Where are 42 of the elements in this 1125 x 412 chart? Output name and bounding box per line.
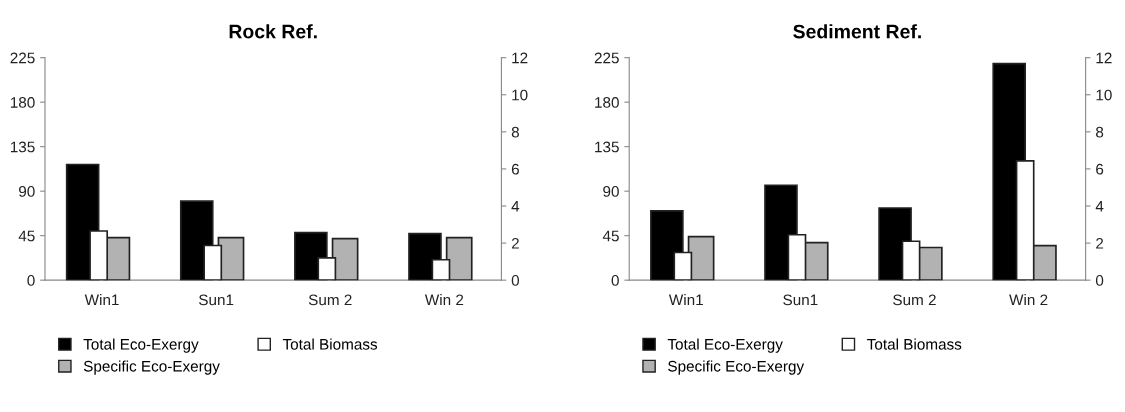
legend-label: Specific Eco-Exergy (668, 360, 805, 375)
y2-tick-label: 2 (1096, 237, 1104, 249)
y-tick-label: 45 (602, 230, 619, 242)
y-tick-label: 135 (595, 141, 619, 153)
y-tick-label: 225 (594, 52, 619, 64)
x-tick-label: Sum 2 (308, 294, 352, 306)
legend-label: Specific Eco-Exergy (83, 360, 220, 375)
y-tick-label: 0 (27, 275, 35, 286)
legend-label: Total Eco-Exergy (667, 338, 783, 353)
y-tick-label: 180 (10, 97, 35, 108)
y-tick-label: 0 (611, 275, 619, 286)
legend-label: Total Eco-Exergy (83, 338, 199, 353)
x-tick-label: Win1 (668, 294, 703, 306)
y-tick-label: 90 (19, 186, 35, 197)
y2-tick-label: 8 (511, 126, 519, 138)
y2-tick-label: 6 (1096, 163, 1104, 175)
y-tick-label: 135 (10, 141, 35, 153)
legend-label: Total Biomass (282, 338, 378, 350)
y2-tick-label: 10 (1096, 89, 1112, 101)
y-tick-label: 225 (10, 52, 35, 64)
x-tick-label: Sum 2 (893, 294, 936, 306)
y2-tick-label: 4 (1095, 201, 1104, 212)
y2-tick-label: 0 (511, 275, 520, 286)
x-tick-label: Win 2 (424, 294, 464, 306)
y-tick-label: 180 (595, 97, 619, 108)
y2-tick-label: 12 (1096, 52, 1112, 64)
x-tick-label: Sun1 (783, 294, 818, 306)
y2-tick-label: 12 (512, 52, 528, 64)
chart-title: Sediment Ref. (793, 24, 921, 39)
y2-tick-label: 6 (511, 163, 519, 175)
x-tick-label: Win 2 (1009, 294, 1048, 306)
legend-label: Total Biomass (867, 338, 962, 350)
y-tick-label: 45 (18, 230, 35, 242)
y2-tick-label: 2 (511, 237, 519, 249)
x-tick-label: Sun1 (199, 294, 234, 306)
x-tick-label: Win1 (84, 294, 119, 306)
y2-tick-label: 8 (1096, 126, 1104, 138)
y2-tick-label: 4 (511, 201, 520, 212)
y2-tick-label: 10 (512, 89, 528, 101)
y2-tick-label: 0 (1095, 275, 1104, 286)
y-tick-label: 90 (603, 186, 619, 197)
chart-title: Rock Ref. (229, 24, 317, 39)
